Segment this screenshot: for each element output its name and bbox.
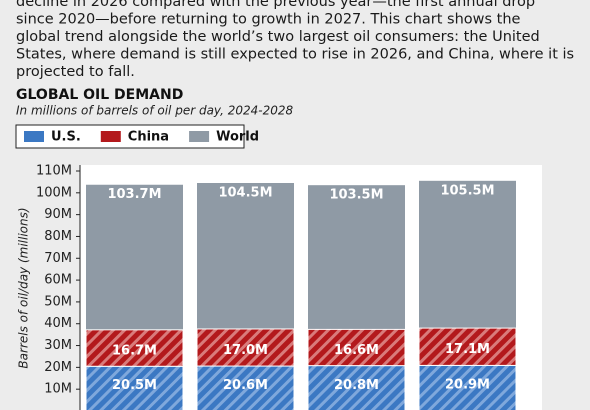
y-tick-label: 40M xyxy=(44,316,72,331)
chart-title: GLOBAL OIL DEMAND xyxy=(16,87,183,103)
legend-swatch xyxy=(100,131,121,142)
bar-segment xyxy=(85,329,184,367)
intro-line: since 2020—before returning to growth in… xyxy=(16,12,521,28)
y-tick-label: 10M xyxy=(44,382,72,397)
y-tick-label: 60M xyxy=(44,273,72,288)
legend-swatch xyxy=(189,131,210,142)
legend-label: World xyxy=(216,130,259,145)
value-label: 20.5M xyxy=(112,378,157,393)
y-tick-label: 20M xyxy=(44,360,72,375)
intro-line: global trend alongside the world’s two l… xyxy=(16,29,540,45)
y-tick-label: 50M xyxy=(44,294,72,309)
value-label: 20.9M xyxy=(445,378,490,393)
y-tick-label: 110M xyxy=(36,164,72,179)
value-label: 16.7M xyxy=(112,344,157,359)
value-label: 103.5M xyxy=(329,188,383,203)
y-axis-title: Barrels of oil/day (millions) xyxy=(17,207,31,368)
chart-subtitle: In millions of barrels of oil per day, 2… xyxy=(16,104,293,118)
legend-swatch xyxy=(24,131,44,142)
intro-line: decline in 2026 compared with the previo… xyxy=(16,0,535,10)
value-label: 17.0M xyxy=(223,343,268,358)
legend-label: China xyxy=(128,130,169,145)
value-label: 105.5M xyxy=(440,183,494,198)
y-tick-label: 100M xyxy=(36,185,72,200)
bar-segment xyxy=(418,364,517,410)
legend-box xyxy=(15,124,245,149)
intro-text: decline in 2026 compared with the previo… xyxy=(16,0,574,80)
value-label: 20.8M xyxy=(334,378,379,393)
bar-segment xyxy=(196,365,295,410)
bar-segment xyxy=(307,328,406,367)
intro-line: projected to fall. xyxy=(16,64,135,80)
value-label: 17.1M xyxy=(445,342,490,357)
y-tick-label: 80M xyxy=(44,229,72,244)
value-label: 103.7M xyxy=(107,187,161,202)
intro-line: States, where demand is still expected t… xyxy=(16,47,574,63)
y-tick-label: 90M xyxy=(44,207,72,222)
y-tick-label: 70M xyxy=(44,251,72,266)
bar-segment xyxy=(307,365,406,410)
bar-segment xyxy=(196,328,295,367)
value-label: 20.6M xyxy=(223,378,268,393)
legend-label: U.S. xyxy=(51,130,81,145)
y-tick-label: 30M xyxy=(44,338,72,353)
value-label: 16.6M xyxy=(334,343,379,358)
bar-segment xyxy=(418,327,517,366)
value-label: 104.5M xyxy=(218,186,272,201)
